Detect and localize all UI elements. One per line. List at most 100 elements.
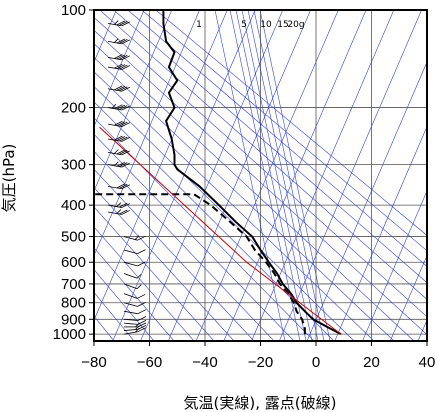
x-axis-title: 気温(実線), 露点(破線)	[184, 394, 337, 412]
wind-barb-flag	[137, 316, 147, 321]
wind-barb	[107, 20, 130, 27]
adiabat-line	[94, 133, 295, 341]
wind-barb-staff	[123, 302, 138, 307]
wind-barb	[107, 63, 130, 70]
wind-barb-flag	[137, 320, 147, 325]
wind-barb-flag	[114, 85, 123, 91]
wind-barb	[123, 235, 146, 241]
wind-barb-staff	[123, 318, 138, 321]
wind-barb-flag	[114, 161, 119, 167]
wind-barb-flag	[119, 136, 128, 142]
wind-barb-flag	[116, 202, 122, 207]
wind-barb-flag	[119, 150, 128, 155]
wind-barb	[123, 327, 146, 335]
wind-barb-staff	[123, 273, 138, 279]
isotherm-line	[334, 125, 427, 341]
x-tick-label: 0	[312, 354, 320, 371]
wind-barb	[107, 135, 130, 142]
wind-barb-flag	[121, 105, 130, 111]
y-axis-title: 気圧(hPa)	[0, 144, 18, 213]
wind-barb-flag	[114, 54, 123, 59]
wind-barb-flag	[119, 21, 128, 26]
wind-barb-flag	[121, 137, 130, 142]
wind-barb-flag	[116, 104, 126, 110]
wind-barb-flag	[121, 55, 130, 61]
wind-barb-flag	[121, 203, 130, 208]
wind-barb-flag	[116, 85, 126, 91]
wind-barb	[107, 120, 130, 127]
mixing-ratio-line	[253, 10, 325, 341]
adiabat-line	[94, 150, 275, 341]
adiabat-line	[94, 71, 375, 341]
wind-barb-flag	[134, 235, 140, 240]
wind-barb-flag	[137, 301, 146, 307]
wind-barb-flag	[119, 183, 128, 189]
mixing-ratio-label: 10	[260, 20, 272, 30]
adiabat-line	[94, 206, 215, 341]
wind-barb-flag	[116, 54, 126, 60]
x-tick-label: 40	[419, 354, 435, 371]
y-tick-label: 1000	[53, 326, 86, 343]
wind-barb-staff	[123, 261, 138, 267]
wind-barb-flag	[121, 122, 130, 127]
wind-barb-flag	[121, 150, 130, 156]
wind-barb-flag	[119, 55, 128, 60]
wind-barb-flag	[136, 273, 142, 279]
wind-barb-flag	[119, 202, 128, 208]
adiabat-line	[94, 269, 155, 341]
wind-barb-flag	[137, 322, 147, 328]
wind-barb	[107, 103, 130, 111]
y-tick-label: 300	[61, 157, 86, 174]
wind-barb-flag	[119, 86, 128, 92]
wind-barb-flag	[137, 249, 146, 254]
wind-barb-flag	[114, 38, 119, 43]
isotherm-line	[195, 10, 339, 341]
adiabat-line	[94, 17, 427, 318]
wind-barb	[107, 38, 130, 45]
wind-barb-flag	[119, 105, 128, 110]
wind-barb-flag	[114, 104, 123, 110]
adiabat-line	[94, 117, 315, 341]
wind-barb-flag	[119, 209, 128, 215]
y-tick-label: 400	[61, 197, 86, 214]
wind-barb-flag	[116, 38, 126, 44]
adiabat-line	[94, 57, 395, 341]
wind-barb-flag	[121, 162, 130, 168]
wind-barb	[123, 261, 146, 267]
wind-barb-staff	[123, 249, 138, 254]
y-tick-label: 700	[61, 276, 86, 293]
wind-barb-staff	[123, 322, 138, 325]
adiabat-line	[94, 43, 415, 341]
isotherm-line	[278, 10, 422, 341]
x-tick-label: −40	[192, 354, 217, 371]
wind-barb	[123, 301, 146, 307]
wind-barbs	[107, 20, 147, 335]
y-tick-label: 900	[61, 311, 86, 328]
isotherm-line	[94, 10, 228, 321]
wind-barb-flag	[114, 149, 119, 154]
wind-barb-flag	[116, 209, 122, 214]
adiabat-line	[94, 226, 195, 341]
x-axis-ticks: −80 −60 −40 −20 0 20 40	[81, 341, 435, 371]
mixing-ratio-line	[214, 10, 286, 341]
thermodynamic-lines	[94, 10, 427, 341]
wind-barb-flag	[119, 121, 128, 127]
wind-barb-flag	[137, 309, 146, 315]
mixing-ratio-line	[247, 10, 319, 341]
mixing-ratio-line	[259, 10, 331, 341]
wind-barb	[123, 320, 147, 325]
adiabat-line	[94, 101, 335, 341]
pressure-gridlines	[93, 9, 428, 341]
adiabat-line	[99, 10, 427, 300]
dewpoint-line	[94, 193, 306, 335]
wind-barb	[123, 249, 146, 254]
wind-barb-flag	[119, 162, 128, 168]
mixing-ratio-line	[229, 10, 301, 341]
wind-barb	[123, 283, 142, 290]
wind-barb-flag	[136, 294, 146, 299]
wind-barb	[107, 161, 130, 168]
wind-barb	[123, 309, 146, 315]
adiabat-line	[141, 10, 427, 252]
